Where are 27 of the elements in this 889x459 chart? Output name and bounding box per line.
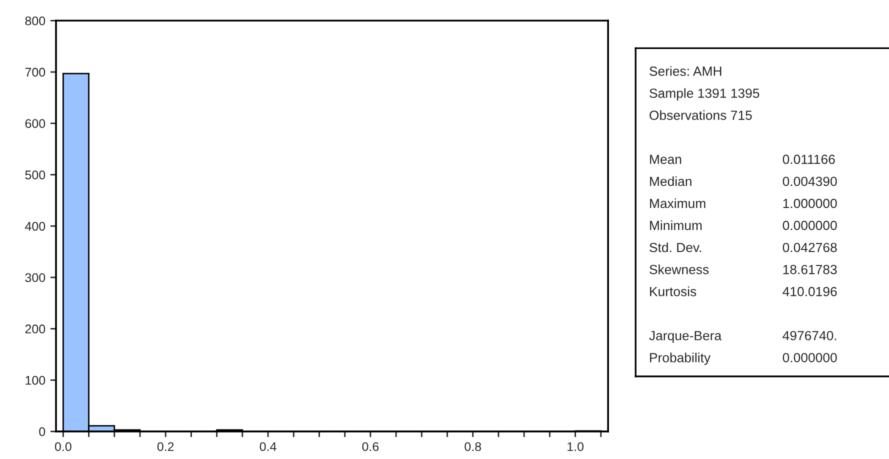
y-tick-label: 700	[25, 68, 46, 77]
text: Median 0.004390	[650, 176, 837, 186]
x-tick-label: 0.8	[464, 442, 482, 452]
x-tick-label: 0.6	[362, 442, 379, 452]
y-tick-label: 800	[25, 16, 46, 26]
text: Std. Dev. 0.042768	[650, 242, 837, 252]
text: Probability 0.000000	[650, 352, 837, 365]
text: Minimum 0.000000	[650, 220, 837, 230]
text: Jarque-Bera 4976740.	[649, 330, 836, 343]
x-tick-label: 1.0	[568, 442, 584, 452]
text: Maximum 1.000000	[650, 198, 837, 208]
text: Kurtosis 410.0196	[650, 286, 837, 296]
y-tick-label: 500	[25, 170, 46, 180]
text: Observations 715	[650, 110, 752, 120]
text: Skewness 18.61783	[650, 264, 837, 274]
y-tick-label: 600	[25, 119, 46, 128]
text: Series: AMH	[650, 66, 722, 76]
y-tick-label: 300	[25, 273, 46, 282]
y-tick-label: 400	[25, 222, 46, 231]
y-tick-label: 0	[39, 427, 46, 436]
y-tick-label: 200	[25, 324, 46, 334]
x-tick-label: 0.2	[157, 442, 174, 452]
y-tick-label: 100	[26, 376, 46, 385]
x-tick-label: 0.0	[54, 442, 72, 452]
text: Sample 1391 1395	[650, 88, 760, 101]
text: Mean 0.011166	[650, 154, 835, 164]
x-tick-label: 0.4	[260, 442, 276, 452]
